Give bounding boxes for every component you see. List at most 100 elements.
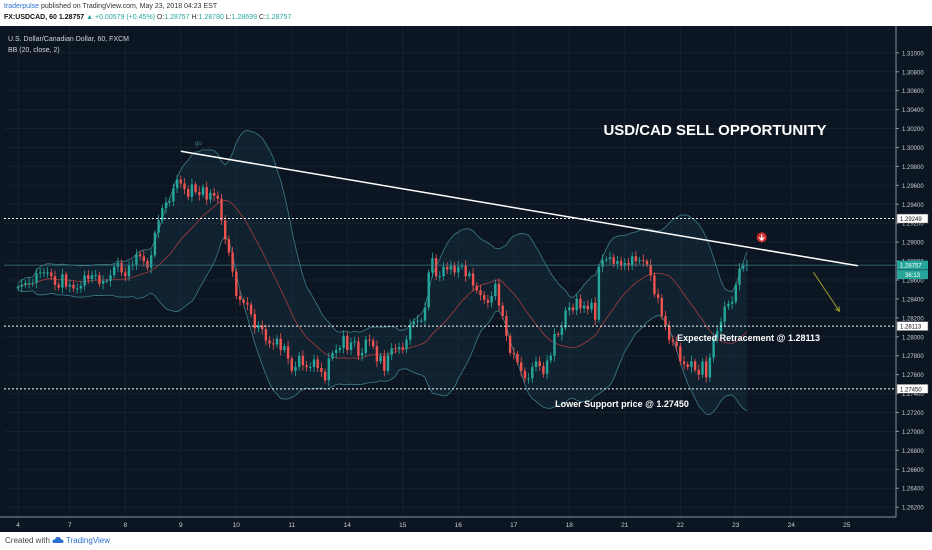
candle-body	[72, 284, 75, 289]
candle-body	[249, 304, 253, 315]
candle-body	[638, 260, 641, 262]
time-tick-label: 22	[677, 522, 685, 529]
candle-body	[360, 352, 364, 356]
candle-body	[693, 361, 697, 370]
candle-body	[483, 295, 486, 300]
candle-body	[257, 325, 260, 329]
candle-body	[616, 261, 619, 264]
current-price-box	[897, 260, 928, 270]
candle-body	[327, 358, 330, 381]
candle-body	[205, 187, 208, 200]
candle-body	[283, 346, 286, 351]
candle-body	[660, 297, 663, 316]
candle-body	[686, 364, 689, 368]
support-annotation: Lower Support price @ 1.27450	[555, 399, 689, 409]
candle-body	[224, 220, 227, 240]
candle-body	[187, 189, 190, 197]
high-value: 1.28780	[198, 14, 224, 21]
candle-body	[468, 273, 471, 277]
price-tick-label: 1.26200	[902, 506, 924, 512]
price-tick-label: 1.30200	[902, 127, 924, 133]
candle-body	[434, 258, 438, 277]
candle-body	[649, 264, 652, 276]
candle-body	[150, 255, 153, 268]
price-tick-label: 1.27400	[902, 392, 924, 398]
candle-body	[701, 361, 704, 375]
resistance-trendline	[180, 150, 859, 267]
current-price-label: 1.28757	[900, 264, 922, 270]
candle-body	[323, 371, 327, 381]
candle-body	[494, 283, 497, 297]
open-label: O:	[156, 14, 165, 21]
price-tick-label: 1.27600	[902, 373, 924, 379]
price-chart[interactable]: 1.31000 1.30800 1.30600 1.30400 1.30200 1.300…	[0, 26, 932, 532]
candle-body	[105, 280, 108, 282]
price-tick-label: 1.30600	[902, 89, 924, 95]
candles	[16, 174, 749, 386]
time-tick-label: 21	[621, 522, 629, 529]
time-tick-label: 17	[510, 522, 518, 529]
time-tick-label: 15	[399, 522, 407, 529]
candle-body	[39, 272, 42, 274]
candle-body	[79, 285, 83, 289]
candle-body	[27, 282, 31, 284]
candle-body	[353, 341, 356, 343]
candle-body	[201, 187, 205, 195]
candle-body	[560, 327, 564, 335]
candle-body	[90, 275, 94, 280]
candle-body	[312, 359, 316, 368]
candle-body	[446, 266, 449, 270]
published-info: published on TradingView.com, May 23, 20…	[39, 3, 218, 10]
candle-body	[57, 284, 60, 288]
candle-body	[379, 355, 382, 362]
tradingview-brand[interactable]: TradingView	[66, 536, 111, 545]
candle-body	[227, 239, 231, 253]
candle-body	[531, 367, 534, 379]
publisher-name[interactable]: traderpulse	[4, 3, 40, 10]
candle-body	[138, 254, 142, 257]
candle-body	[349, 342, 353, 351]
candle-body	[168, 201, 171, 203]
candle-body	[231, 252, 234, 272]
candle-body	[712, 337, 715, 358]
axes: 1.31000 1.30800 1.30600 1.30400 1.30200 1.300…	[0, 26, 932, 532]
candle-body	[175, 179, 179, 189]
candle-body	[161, 208, 164, 221]
candle-body	[61, 274, 64, 288]
candle-body	[320, 368, 323, 372]
candle-body	[553, 333, 556, 356]
candle-body	[146, 261, 149, 268]
candle-body	[157, 220, 160, 233]
candle-body	[53, 276, 57, 285]
candle-body	[512, 352, 515, 354]
price-tick-label: 1.30800	[902, 70, 924, 76]
candle-body	[253, 314, 256, 329]
candle-body	[568, 307, 571, 311]
candle-body	[708, 357, 712, 378]
publisher-line: traderpulse published on TradingView.com…	[4, 3, 217, 10]
candle-body	[298, 355, 301, 368]
price-tick-label: 1.27200	[902, 411, 924, 417]
candle-body	[679, 346, 682, 362]
candle-body	[742, 265, 745, 269]
candle-body	[590, 302, 593, 310]
candle-body	[460, 265, 464, 267]
symbol-interval: FX:USDCAD, 60	[4, 14, 57, 21]
candle-body	[675, 341, 678, 347]
candle-body	[664, 315, 667, 326]
candle-body	[294, 367, 297, 371]
chart-area[interactable]: 1.31000 1.30800 1.30600 1.30400 1.30200 1.300…	[0, 26, 932, 532]
candle-body	[401, 347, 404, 350]
low-label: L:	[225, 14, 232, 21]
candle-body	[275, 338, 279, 345]
candle-body	[671, 339, 675, 342]
time-tick-label: 8	[123, 522, 127, 529]
candle-body	[127, 265, 131, 277]
candle-body	[668, 325, 671, 340]
candle-body	[479, 290, 482, 296]
drawings	[4, 150, 896, 390]
candle-body	[534, 361, 538, 368]
candle-body	[605, 259, 608, 261]
candle-body	[586, 305, 589, 310]
candle-body	[427, 272, 430, 308]
